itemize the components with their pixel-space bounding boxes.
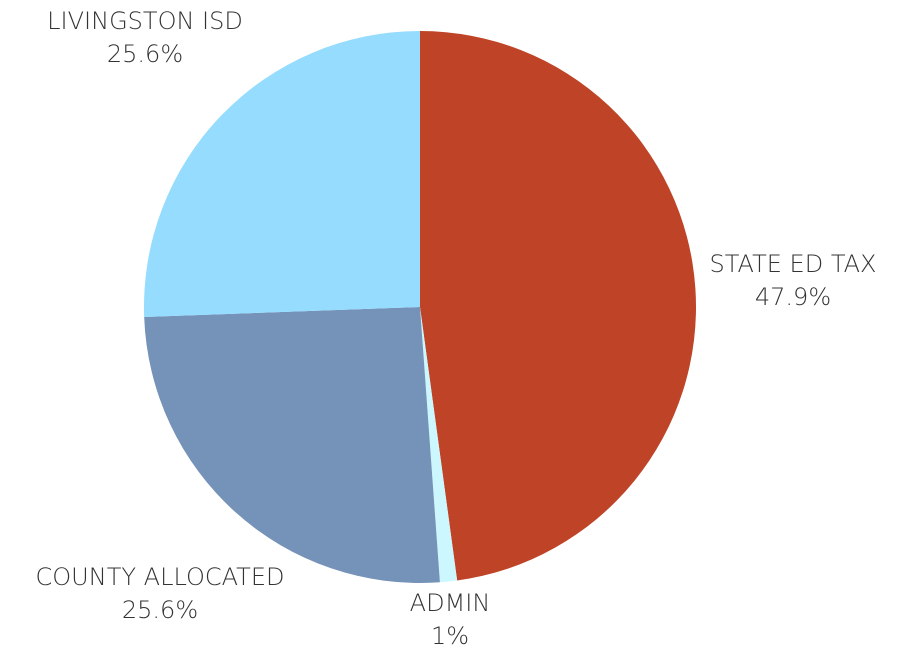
pie-slice: [144, 307, 440, 583]
pie-slice: [420, 31, 696, 581]
slice-label: STATE ED TAX: [710, 250, 877, 278]
slice-label: LIVINGSTON ISD: [47, 7, 243, 35]
slice-label: ADMIN: [410, 589, 491, 617]
slice-label: COUNTY ALLOCATED: [36, 563, 285, 591]
pie-slice: [420, 307, 458, 583]
slice-value-label: 25.6%: [122, 596, 198, 624]
slice-value-label: 25.6%: [107, 40, 183, 68]
slice-value-label: 47.9%: [755, 283, 831, 311]
slice-value-label: 1%: [431, 622, 469, 650]
pie-slice: [144, 31, 421, 317]
